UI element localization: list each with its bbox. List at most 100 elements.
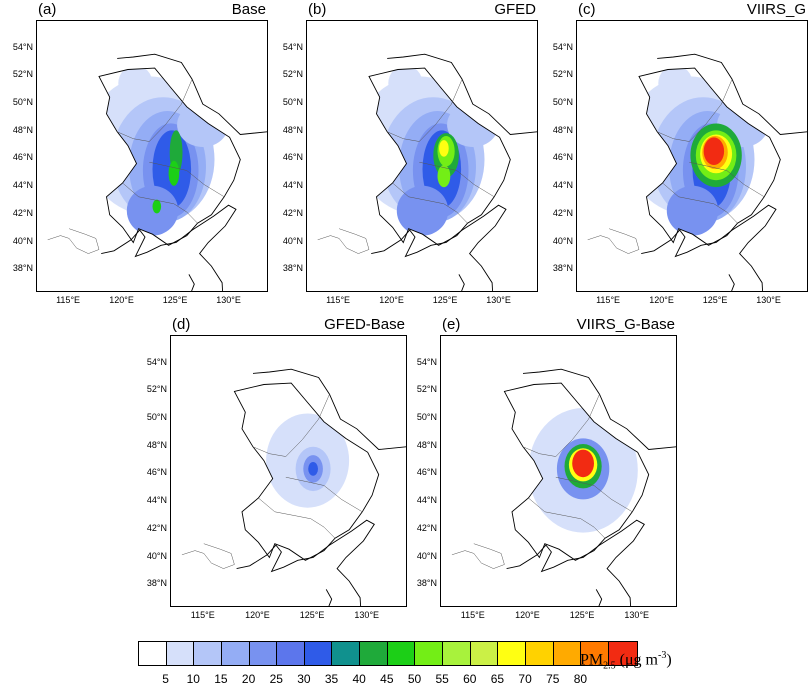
panel-title: GFED-Base	[324, 316, 405, 333]
panel-label: (e)	[442, 316, 461, 333]
colorbar-swatch	[498, 642, 526, 665]
lat-tick-label: 46°N	[146, 467, 167, 478]
lat-tick-label: 54°N	[416, 356, 437, 367]
colorbar-swatch	[553, 642, 582, 665]
colorbar-swatch	[332, 642, 361, 665]
colorbar-tick-label: 30	[297, 672, 311, 686]
lon-tick-label: 120°E	[109, 295, 134, 305]
colorbar-swatch	[277, 642, 305, 665]
panel-title: VIIRS_G	[746, 1, 806, 18]
lat-tick-label: 54°N	[12, 41, 33, 52]
lon-tick-label: 125°E	[299, 610, 325, 620]
colorbar-swatch	[360, 642, 388, 665]
lon-tick-label: 125°E	[432, 295, 458, 305]
lon-tick-label: 115°E	[326, 295, 351, 305]
colorbar-swatch	[249, 642, 278, 665]
map-canvas	[317, 53, 537, 291]
map-frame	[440, 335, 677, 607]
lat-tick-label: 42°N	[552, 207, 573, 218]
colorbar-swatch	[415, 642, 444, 665]
lat-tick-label: 54°N	[552, 41, 573, 52]
lat-tick-label: 40°N	[416, 550, 437, 561]
colorbar-tick-label: 15	[214, 672, 228, 686]
lat-tick-label: 50°N	[146, 412, 167, 423]
lat-tick-label: 42°N	[146, 522, 167, 533]
lat-tick-label: 44°N	[552, 180, 573, 191]
lon-tick-label: 125°E	[162, 295, 188, 305]
lat-tick-label: 46°N	[416, 467, 437, 478]
lat-tick-label: 38°N	[282, 263, 303, 274]
colorbar-tick-label: 20	[241, 672, 256, 686]
lat-tick-label: 42°N	[416, 522, 437, 533]
lat-tick-label: 48°N	[552, 124, 573, 135]
colorbar-tick-label: 80	[573, 672, 588, 686]
colorbar	[138, 641, 638, 666]
map-frame	[576, 20, 808, 292]
lon-tick-label: 130°E	[486, 295, 511, 305]
lat-tick-label: 42°N	[282, 207, 303, 218]
colorbar-swatch	[194, 642, 222, 665]
map-frame	[36, 20, 268, 292]
lat-tick-label: 48°N	[12, 124, 33, 135]
lat-tick-label: 52°N	[552, 69, 573, 80]
lat-tick-label: 38°N	[146, 578, 167, 589]
lat-tick-label: 48°N	[146, 439, 167, 450]
map-canvas	[451, 368, 676, 606]
colorbar-tick-label: 25	[269, 672, 283, 686]
lon-tick-label: 120°E	[245, 610, 270, 620]
lon-tick-label: 115°E	[56, 295, 81, 305]
colorbar-swatch	[443, 642, 471, 665]
colorbar-swatch	[608, 642, 637, 665]
colorbar-tick-label: 70	[518, 672, 532, 686]
colorbar-swatch	[221, 642, 250, 665]
panel-label: (b)	[308, 1, 327, 18]
lat-tick-label: 50°N	[416, 412, 437, 423]
lat-tick-label: 48°N	[282, 124, 303, 135]
lon-tick-label: 115°E	[460, 610, 485, 620]
lat-tick-label: 44°N	[282, 180, 303, 191]
panel-title: Base	[231, 1, 266, 18]
lon-tick-label: 130°E	[216, 295, 241, 305]
colorbar-swatch	[139, 642, 167, 665]
lat-tick-label: 52°N	[282, 69, 303, 80]
panel-title: GFED	[494, 1, 536, 18]
lat-tick-label: 40°N	[12, 235, 33, 246]
colorbar-tick-label: 75	[546, 672, 560, 686]
colorbar-tick-label: 60	[463, 672, 477, 686]
lon-tick-label: 130°E	[354, 610, 380, 620]
colorbar-swatch	[387, 642, 416, 665]
panel-label: (a)	[38, 1, 57, 18]
colorbar-unit-label: PM2.5 (μg m-3)	[580, 650, 672, 672]
lat-tick-label: 54°N	[282, 41, 303, 52]
lat-tick-label: 42°N	[12, 207, 33, 218]
map-canvas	[587, 53, 807, 291]
lon-tick-label: 120°E	[515, 610, 540, 620]
colorbar-tick-label: 65	[490, 672, 505, 686]
map-canvas	[47, 53, 267, 291]
panel-label: (d)	[172, 316, 191, 333]
colorbar-swatch	[581, 642, 609, 665]
lat-tick-label: 44°N	[416, 495, 437, 506]
colorbar-tick-label: 50	[407, 672, 422, 686]
panel-title: VIIRS_G-Base	[576, 316, 675, 333]
map-frame	[306, 20, 538, 292]
lat-tick-label: 38°N	[12, 263, 33, 274]
colorbar-tick-label: 35	[324, 672, 339, 686]
lat-tick-label: 46°N	[552, 152, 573, 163]
lat-tick-label: 50°N	[12, 97, 33, 108]
lon-tick-label: 120°E	[379, 295, 404, 305]
lat-tick-label: 40°N	[552, 235, 573, 246]
lat-tick-label: 50°N	[552, 97, 573, 108]
lat-tick-label: 52°N	[12, 69, 33, 80]
lon-tick-label: 115°E	[190, 610, 215, 620]
lat-tick-label: 38°N	[416, 578, 437, 589]
lat-tick-label: 46°N	[12, 152, 33, 163]
lon-tick-label: 130°E	[756, 295, 781, 305]
colorbar-tick-label: 45	[380, 672, 394, 686]
lat-tick-label: 40°N	[146, 550, 167, 561]
colorbar-swatch	[525, 642, 554, 665]
lon-tick-label: 115°E	[596, 295, 621, 305]
colorbar-swatch	[470, 642, 499, 665]
panel-label: (c)	[578, 1, 596, 18]
map-frame	[170, 335, 407, 607]
